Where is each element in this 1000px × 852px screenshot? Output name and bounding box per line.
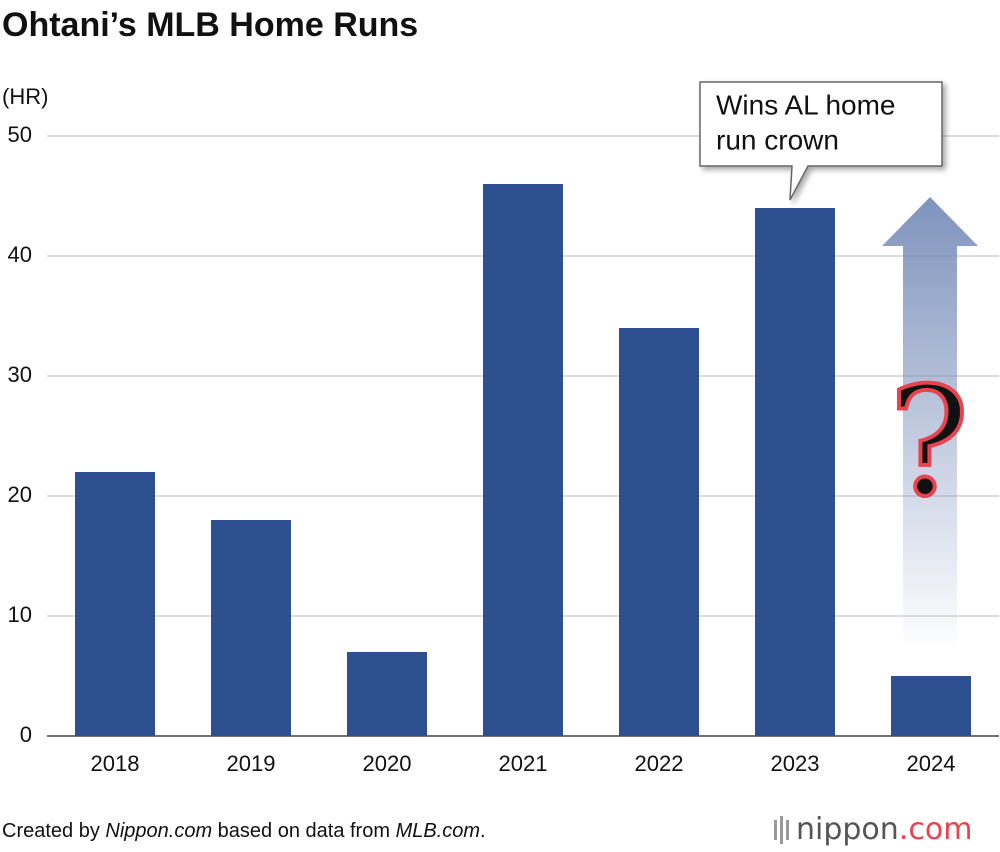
- source-part: Created by: [2, 820, 105, 842]
- callout-text: run crown: [716, 124, 839, 155]
- y-tick-label: 20: [8, 482, 32, 507]
- plot-area: 0 10 20 30 40 50 2018 2019 2020 2021 2022 2023 2024: [8, 122, 999, 776]
- logo-name: nippon: [796, 812, 899, 847]
- y-axis-label: (HR): [2, 84, 48, 109]
- up-arrow: [882, 197, 978, 650]
- bar: [619, 328, 699, 736]
- bar: [347, 652, 427, 736]
- source: Created by Nippon.com based on data from…: [2, 820, 486, 842]
- logo: nippon.com: [774, 812, 972, 847]
- callout-box: [699, 81, 943, 201]
- logo-text: nippon.com: [796, 812, 972, 847]
- chart-title: Ohtani’s MLB Home Runs: [2, 6, 418, 44]
- x-tick-label: 2024: [907, 751, 956, 776]
- x-tick-label: 2019: [227, 751, 276, 776]
- y-tick-label: 30: [8, 362, 32, 387]
- y-tick-label: 0: [20, 722, 32, 747]
- source-part: MLB.com: [396, 820, 480, 842]
- x-tick-label: 2020: [363, 751, 412, 776]
- callout-text: Wins AL home: [716, 89, 895, 120]
- y-tick-label: 50: [8, 122, 32, 147]
- y-tick-label: 10: [8, 602, 32, 627]
- x-tick-label: 2023: [771, 751, 820, 776]
- question-mark: ?: [889, 356, 969, 530]
- source-part: Nippon.com: [105, 820, 212, 842]
- x-tick-label: 2021: [499, 751, 548, 776]
- callout: Wins AL home run crown: [699, 81, 943, 201]
- bar: [891, 676, 971, 736]
- bar: [483, 184, 563, 736]
- source-part: based on data from: [212, 820, 395, 842]
- bar: [755, 208, 835, 736]
- logo-tld: .com: [899, 812, 973, 847]
- y-tick-label: 40: [8, 242, 32, 267]
- source-part: .: [480, 820, 486, 842]
- x-tick-label: 2022: [635, 751, 684, 776]
- x-tick-label: 2018: [91, 751, 140, 776]
- bar: [211, 520, 291, 736]
- bar: [75, 472, 155, 736]
